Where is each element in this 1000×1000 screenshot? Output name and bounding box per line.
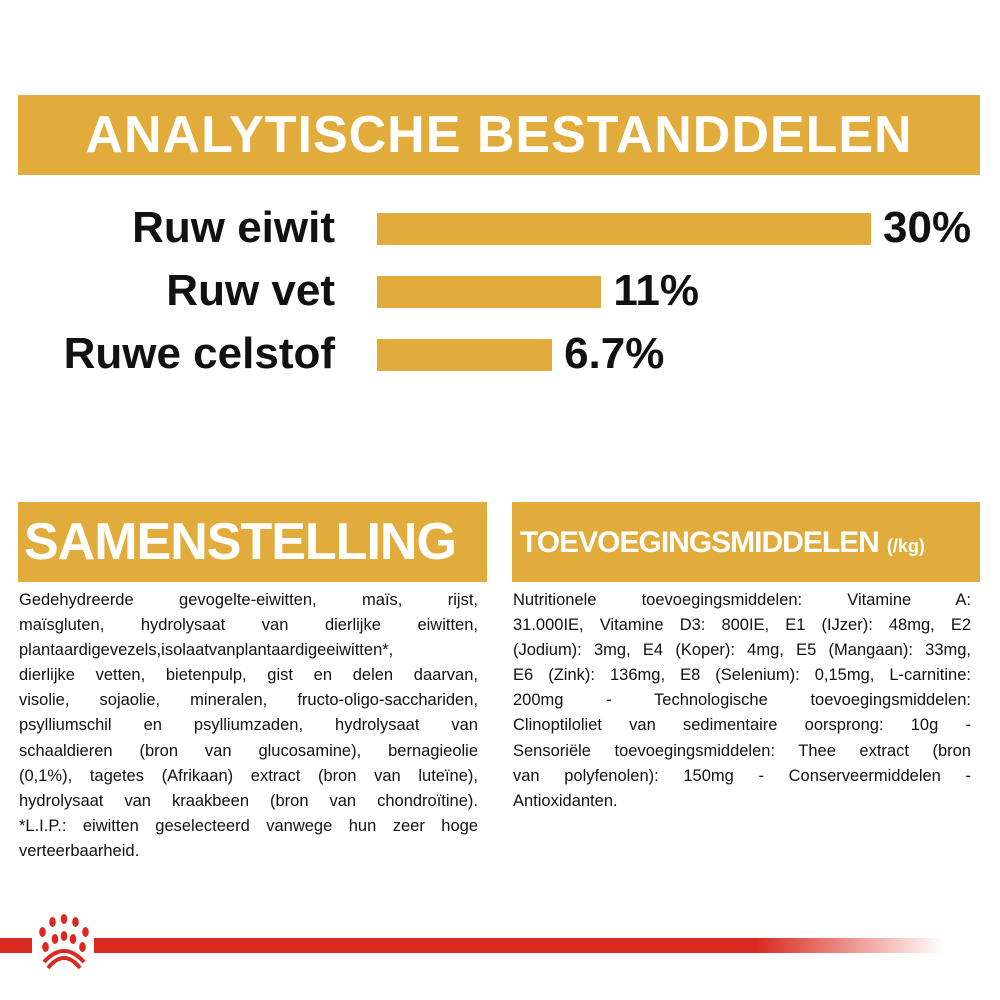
text-line: maïsgluten, hydrolysaat van dierlijke ei… <box>19 616 478 635</box>
text-line: Nutritionele toevoegingsmiddelen: Vitami… <box>513 591 971 609</box>
bar-value-label: 30% <box>883 203 972 252</box>
text-line: Clinoptiloliet van sedimentaire oorspron… <box>513 716 971 735</box>
bar-label: Ruwe celstof <box>63 329 335 378</box>
bar <box>377 213 871 245</box>
samenstelling-title: SAMENSTELLING <box>24 513 457 571</box>
text-line: schaaldieren (bron van glucosamine), ber… <box>19 741 478 760</box>
text-line: hydrolysaat van kraakbeen (bron van chon… <box>19 791 478 810</box>
royal-canin-paw-logo-icon <box>39 914 89 970</box>
text-line: (Jodium): 3mg, E4 (Koper): 4mg, E5 (Mang… <box>513 641 971 660</box>
footer-red-line-left <box>0 938 32 953</box>
text-line: van polyfenolen): 150mg - Conserveermidd… <box>513 766 971 785</box>
toevoegingsmiddelen-banner: TOEVOEGINGSMIDDELEN (/kg) <box>512 502 980 582</box>
bar <box>377 276 602 308</box>
bar <box>377 339 553 371</box>
samenstelling-banner: SAMENSTELLING <box>18 502 487 582</box>
footer-red-line-right <box>94 938 944 953</box>
banner-title: ANALYTISCHE BESTANDDELEN <box>85 106 913 164</box>
text-line: dierlijke vetten, bietenpulp, gist en de… <box>19 666 478 685</box>
text-line: Gedehydreerde gevogelte-eiwitten, maïs, … <box>19 591 478 609</box>
bar-label: Ruw vet <box>166 266 335 315</box>
toevoegingsmiddelen-unit: (/kg) <box>886 536 925 556</box>
text-line: Sensoriële toevoegingsmiddelen: Thee ext… <box>513 741 971 760</box>
bar-value-label: 11% <box>613 266 699 315</box>
bar-value-label: 6.7% <box>564 329 665 378</box>
text-line: Antioxidanten. <box>513 791 618 810</box>
analytische-bestanddelen-banner: ANALYTISCHE BESTANDDELEN <box>18 95 980 175</box>
toevoegingsmiddelen-text: Nutritionele toevoegingsmiddelen: Vitami… <box>513 588 971 814</box>
text-line: (0,1%), tagetes (Afrikaan) extract (bron… <box>19 766 478 785</box>
text-line: verteerbaarheid. <box>19 841 140 860</box>
text-line: *L.I.P.: eiwitten geselecteerd vanwege h… <box>19 816 478 835</box>
text-line: psylliumschil en psylliumzaden, hydrolys… <box>19 716 478 735</box>
text-line: 31.000IE, Vitamine D3: 800IE, E1 (IJzer)… <box>513 616 971 635</box>
bar-label: Ruw eiwit <box>132 203 335 252</box>
text-line: plantaardigevezels,isolaatvanplantaardig… <box>19 641 394 660</box>
toevoegingsmiddelen-title: TOEVOEGINGSMIDDELEN <box>520 526 880 559</box>
samenstelling-text: Gedehydreerde gevogelte-eiwitten, maïs, … <box>19 588 478 864</box>
text-line: visolie, sojaolie, mineralen, fructo-oli… <box>19 691 478 710</box>
text-line: 200mg - Technologische toevoegingsmiddel… <box>513 691 971 710</box>
text-line: E6 (Zink): 136mg, E8 (Selenium): 0,15mg,… <box>513 666 971 685</box>
